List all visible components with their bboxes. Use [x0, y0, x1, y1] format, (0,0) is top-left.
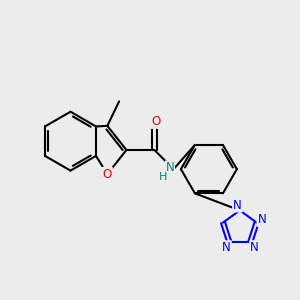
Text: O: O	[103, 168, 112, 181]
Text: N: N	[257, 213, 266, 226]
Text: N: N	[250, 241, 259, 254]
Text: N: N	[166, 161, 174, 174]
Text: O: O	[151, 115, 160, 128]
Text: N: N	[233, 199, 242, 212]
Text: N: N	[222, 241, 231, 254]
Text: H: H	[159, 172, 167, 182]
